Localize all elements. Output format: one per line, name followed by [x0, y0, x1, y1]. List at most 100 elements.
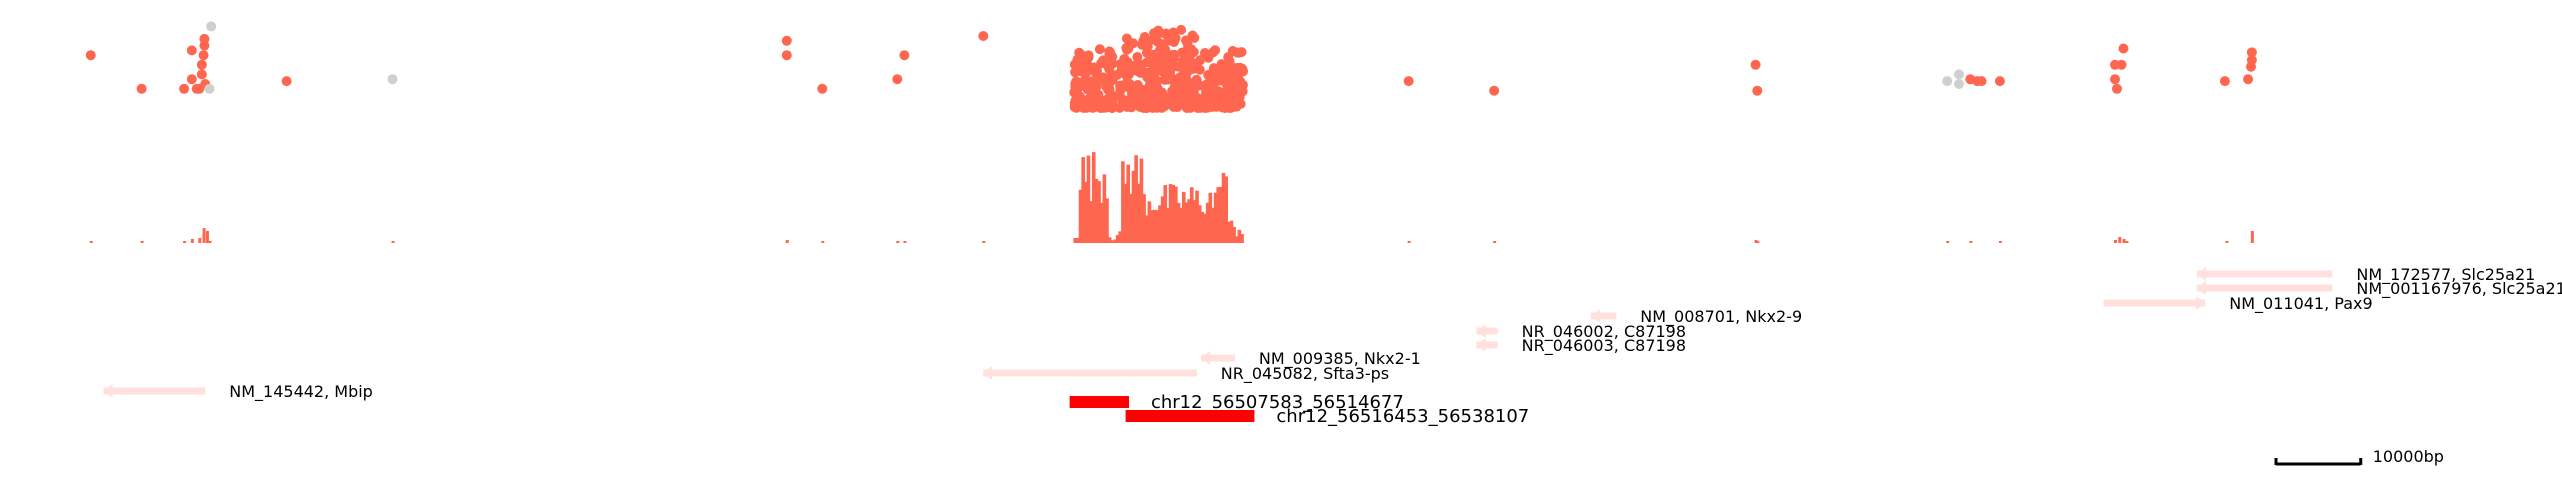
- data-point-gray: [1942, 76, 1953, 87]
- data-point: [1132, 52, 1143, 63]
- bar: [1126, 164, 1130, 243]
- bar: [1229, 220, 1234, 243]
- bar: [1118, 231, 1123, 243]
- bar: [1129, 193, 1133, 243]
- bar: [821, 241, 825, 243]
- bar: [785, 240, 789, 243]
- gene-feature: NM_011041, Pax9: [2103, 294, 2373, 314]
- data-point: [892, 74, 903, 85]
- bar: [1150, 210, 1154, 243]
- strand-arrow: [1201, 351, 1211, 365]
- data-point: [1118, 67, 1129, 78]
- bar: [1998, 241, 2002, 243]
- bar: [1237, 229, 1242, 243]
- bar: [1089, 201, 1093, 243]
- data-point: [1165, 98, 1176, 109]
- scale-bar-label: 10000bp: [2373, 447, 2444, 466]
- bar: [1113, 239, 1117, 243]
- strand-arrow: [1590, 309, 1600, 323]
- data-point: [2219, 76, 2230, 87]
- bar: [896, 241, 900, 243]
- data-point: [1176, 85, 1187, 96]
- bar: [982, 241, 986, 243]
- data-point: [1094, 44, 1105, 55]
- data-point: [1168, 36, 1179, 47]
- bar: [1123, 183, 1128, 243]
- bar: [1192, 200, 1197, 243]
- bar: [1134, 155, 1138, 243]
- bar: [1234, 236, 1239, 243]
- region-label: chr12_56516453_56538107: [1276, 406, 1529, 427]
- region-bar: [1069, 396, 1129, 408]
- data-point: [1178, 55, 1189, 66]
- bar: [1168, 184, 1173, 243]
- data-point: [781, 35, 792, 46]
- bar: [1115, 235, 1120, 243]
- bar: [2118, 237, 2122, 243]
- bar: [1105, 198, 1109, 243]
- scatter-track: [85, 21, 2257, 113]
- bar: [190, 239, 194, 243]
- region-label: chr12_56507583_56514677: [1151, 392, 1404, 413]
- gene-label: NM_008701, Nkx2-9: [1640, 307, 1802, 327]
- bar: [1107, 237, 1112, 243]
- data-point: [1123, 43, 1134, 54]
- bar: [1219, 186, 1223, 243]
- bar: [1179, 207, 1183, 243]
- bar: [1174, 186, 1178, 243]
- gene-label: NR_045082, Sfta3-ps: [1221, 364, 1389, 384]
- data-point: [1099, 57, 1110, 68]
- data-point: [1135, 67, 1146, 78]
- data-point: [2243, 74, 2254, 85]
- data-point: [1195, 55, 1206, 66]
- gene-label: NM_001167976, Slc25a21: [2356, 279, 2562, 299]
- bar: [1407, 241, 1411, 243]
- bar: [1099, 202, 1104, 243]
- data-point: [1145, 68, 1156, 79]
- bar: [1147, 201, 1152, 243]
- bar: [1240, 234, 1244, 243]
- data-point: [1089, 66, 1100, 77]
- data-point: [1141, 47, 1152, 58]
- gene-annotation-track: NM_145442, Mbip NR_045082, Sfta3-psNM_009…: [103, 265, 2562, 402]
- peak-region: chr12_56516453_56538107: [1125, 406, 1529, 427]
- bar: [1155, 210, 1160, 243]
- bar: [208, 241, 212, 243]
- data-point: [199, 33, 210, 44]
- strand-arrow: [2196, 296, 2206, 310]
- bar: [2250, 231, 2254, 243]
- data-point: [1168, 53, 1179, 64]
- bar: [1078, 189, 1083, 243]
- bar: [1969, 241, 1973, 243]
- data-point: [1077, 94, 1088, 105]
- data-point: [2246, 61, 2257, 72]
- data-point: [1182, 77, 1193, 88]
- data-point: [179, 83, 190, 94]
- data-point: [1099, 102, 1110, 113]
- data-point: [2110, 74, 2120, 85]
- data-point: [2111, 83, 2122, 94]
- gene-feature: NM_145442, Mbip: [103, 382, 373, 402]
- bar: [1208, 192, 1213, 243]
- data-point: [1104, 49, 1115, 60]
- bar: [1097, 181, 1101, 243]
- bar: [1211, 207, 1215, 243]
- bar: [1195, 190, 1199, 243]
- gene-feature: NR_046003, C87198: [1476, 336, 1686, 356]
- bar: [1200, 211, 1205, 243]
- data-point: [1073, 58, 1084, 69]
- data-point-gray: [1953, 69, 1964, 80]
- data-point: [1156, 87, 1167, 98]
- bar: [1754, 240, 1758, 243]
- bar: [1102, 174, 1107, 243]
- bar: [1086, 155, 1091, 243]
- bar: [1121, 161, 1125, 243]
- data-point: [1138, 99, 1149, 110]
- data-point: [196, 59, 207, 70]
- data-point: [1191, 74, 1202, 85]
- data-point-gray: [387, 74, 398, 85]
- data-point: [1119, 54, 1130, 65]
- data-point-gray: [206, 21, 217, 32]
- data-point: [1107, 58, 1118, 69]
